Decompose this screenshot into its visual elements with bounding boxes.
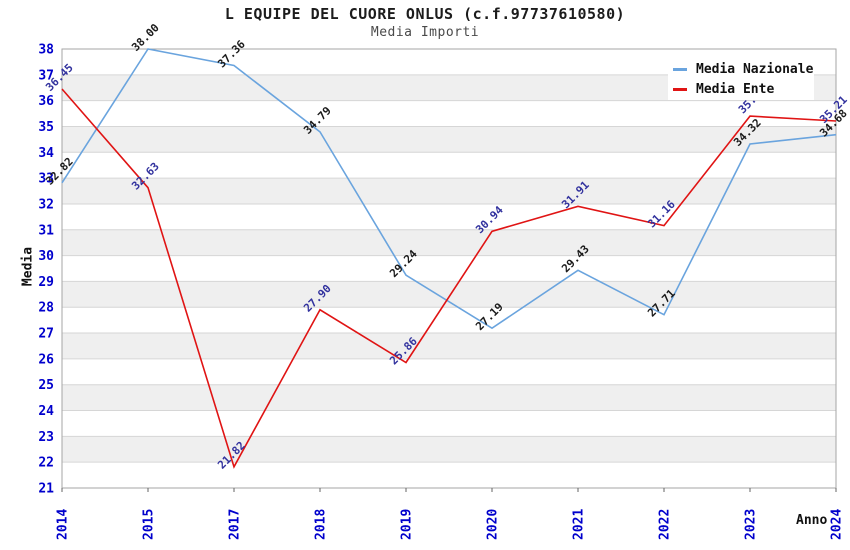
svg-text:37: 37 — [38, 68, 54, 83]
svg-text:32: 32 — [38, 197, 54, 212]
svg-text:2023: 2023 — [744, 509, 759, 540]
svg-text:21: 21 — [38, 482, 54, 497]
chart-subtitle: Media Importi — [370, 25, 480, 40]
legend-swatch-media-nazionale — [673, 67, 687, 71]
svg-text:33: 33 — [38, 172, 54, 187]
series-line-media-ente — [61, 88, 837, 469]
legend: Media Nazionale Media Ente — [668, 54, 814, 100]
legend-item-media-ente: Media Ente — [673, 79, 814, 99]
chart-title: L EQUIPE DEL CUORE ONLUS (c.f.9773761058… — [224, 5, 626, 23]
legend-item-media-nazionale: Media Nazionale — [673, 59, 814, 79]
svg-text:36: 36 — [38, 94, 54, 109]
svg-text:2018: 2018 — [314, 509, 329, 540]
plot-bands — [62, 49, 836, 488]
svg-text:31: 31 — [38, 223, 54, 238]
svg-text:26: 26 — [38, 352, 54, 367]
x-axis-tick-labels: 2014 2015 2017 2018 2019 2020 2021 2022 2023 2024 — [56, 488, 845, 540]
series-line-media-nazionale — [61, 48, 837, 330]
svg-text:25: 25 — [38, 378, 54, 393]
svg-text:30: 30 — [38, 249, 54, 264]
svg-text:2019: 2019 — [400, 509, 415, 540]
svg-text:2020: 2020 — [486, 509, 501, 540]
svg-text:23: 23 — [38, 430, 54, 445]
svg-text:35: 35 — [38, 120, 54, 135]
svg-text:22: 22 — [38, 456, 54, 471]
legend-label-media-ente: Media Ente — [696, 81, 775, 97]
legend-swatch-media-ente — [673, 87, 687, 91]
y-axis-tick-labels: 21 22 23 24 25 26 27 28 29 30 31 32 33 34 35 36 37 38 — [38, 43, 54, 497]
svg-text:2014: 2014 — [56, 509, 71, 540]
svg-text:27: 27 — [38, 327, 54, 342]
svg-text:29: 29 — [38, 275, 54, 290]
legend-label-media-nazionale: Media Nazionale — [696, 61, 814, 77]
svg-text:2017: 2017 — [228, 509, 243, 540]
svg-text:34: 34 — [38, 146, 54, 161]
svg-text:38: 38 — [38, 43, 54, 58]
plot-border — [61, 48, 837, 489]
x-axis-title: Anno — [796, 513, 828, 528]
svg-text:24: 24 — [38, 404, 54, 419]
svg-text:2015: 2015 — [142, 509, 157, 540]
svg-text:2022: 2022 — [658, 509, 673, 540]
svg-text:28: 28 — [38, 301, 54, 316]
svg-text:2021: 2021 — [572, 509, 587, 540]
svg-text:2024: 2024 — [830, 509, 845, 540]
